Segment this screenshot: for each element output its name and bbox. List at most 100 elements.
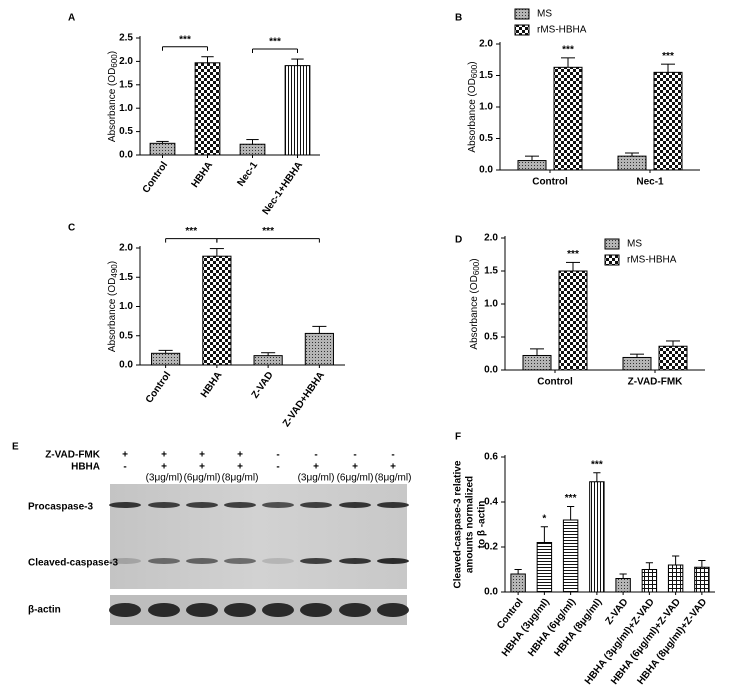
blot-band bbox=[262, 603, 294, 617]
blot-membrane bbox=[110, 484, 407, 589]
treatment-sign: - bbox=[123, 462, 126, 473]
treatment-sign: + bbox=[313, 462, 319, 473]
treatment-sign: + bbox=[122, 450, 128, 461]
legend-label: rMS-HBHA bbox=[627, 255, 677, 266]
row-label: HBHA bbox=[71, 462, 100, 473]
y-axis-label: to β -actin bbox=[477, 501, 488, 549]
y-tick-label: 0.0 bbox=[119, 360, 133, 371]
x-tick-label: Z-VAD bbox=[604, 597, 631, 627]
band-label: Procaspase-3 bbox=[28, 502, 93, 513]
significance: *** bbox=[565, 493, 577, 504]
legend-swatch bbox=[604, 254, 620, 266]
y-axis-label: Absorbance (OD600) bbox=[467, 61, 479, 152]
blot-band bbox=[262, 558, 294, 564]
blot-band bbox=[109, 558, 141, 564]
treatment-sign: + bbox=[199, 450, 205, 461]
y-axis-label-sub: 600 bbox=[110, 54, 119, 68]
legend-label: MS bbox=[627, 239, 642, 250]
bar bbox=[658, 345, 688, 371]
band-label: Cleaved-caspase-3 bbox=[28, 558, 118, 569]
panel-label: A bbox=[68, 13, 75, 24]
bar bbox=[522, 354, 552, 371]
y-axis-label-text: Absorbance (OD bbox=[107, 68, 118, 142]
x-tick-label: Nec-1 bbox=[235, 160, 260, 189]
y-tick-label: 2.0 bbox=[484, 233, 498, 244]
legend-swatch bbox=[514, 24, 530, 36]
y-tick-label: 2.5 bbox=[119, 33, 133, 44]
legend-label: rMS-HBHA bbox=[537, 25, 587, 36]
y-axis-label-end: ) bbox=[467, 61, 478, 64]
y-tick-label: 0.0 bbox=[479, 165, 493, 176]
y-axis-label: Absorbance (OD600) bbox=[469, 258, 481, 349]
treatment-sign: + bbox=[352, 462, 358, 473]
x-tick-label: Control bbox=[141, 160, 171, 196]
bar bbox=[667, 564, 684, 593]
bar bbox=[589, 481, 605, 593]
y-tick-label: 0.5 bbox=[479, 133, 493, 144]
bar bbox=[284, 65, 311, 156]
significance: *** bbox=[185, 226, 197, 237]
blot-band bbox=[186, 558, 218, 564]
y-axis-label-sub: 600 bbox=[470, 64, 479, 78]
blot-band bbox=[224, 502, 256, 508]
bar bbox=[694, 566, 710, 593]
y-tick-label: 0.6 bbox=[484, 452, 498, 463]
y-axis-label-end: ) bbox=[107, 261, 118, 264]
bar bbox=[202, 255, 232, 366]
bar bbox=[239, 143, 266, 156]
blot-band bbox=[300, 603, 332, 617]
treatment-sign: + bbox=[161, 462, 167, 473]
bar bbox=[510, 573, 526, 593]
dose-label: (8μg/ml) bbox=[222, 473, 259, 484]
blot-band bbox=[339, 603, 371, 617]
y-tick-label: 0.5 bbox=[119, 330, 133, 341]
dose-label: (8μg/ml) bbox=[375, 473, 412, 484]
blot-band bbox=[224, 558, 256, 564]
blot-band bbox=[109, 502, 141, 508]
blot-band bbox=[339, 558, 371, 564]
y-tick-label: 0.5 bbox=[119, 126, 133, 137]
dose-label: (6μg/ml) bbox=[184, 473, 221, 484]
y-tick-label: 0.5 bbox=[484, 332, 498, 343]
treatment-sign: - bbox=[391, 450, 394, 461]
y-tick-label: 2.0 bbox=[119, 243, 133, 254]
y-tick-label: 1.0 bbox=[119, 103, 133, 114]
y-tick-label: 1.5 bbox=[119, 79, 133, 90]
y-axis-label: Absorbance (OD600) bbox=[107, 51, 119, 142]
y-tick-label: 0.0 bbox=[119, 150, 133, 161]
x-tick-label: HBHA bbox=[190, 160, 216, 190]
significance: *** bbox=[662, 51, 674, 62]
blot-band bbox=[109, 603, 141, 617]
y-tick-label: 1.5 bbox=[479, 70, 493, 81]
legend-label: MS bbox=[537, 9, 552, 20]
y-axis-label-text: Absorbance (OD bbox=[467, 78, 478, 152]
bar bbox=[558, 270, 588, 371]
y-axis-label-end: ) bbox=[107, 51, 118, 54]
y-axis-label-text: Absorbance (OD bbox=[469, 275, 480, 349]
y-axis-label-sub: 490 bbox=[110, 264, 119, 278]
treatment-sign: + bbox=[390, 462, 396, 473]
blot-band bbox=[339, 502, 371, 508]
x-tick-label: Z-VAD+HBHA bbox=[281, 370, 327, 429]
row-label: Z-VAD-FMK bbox=[45, 450, 101, 461]
panel-label: B bbox=[455, 13, 462, 24]
panel-label: F bbox=[455, 432, 461, 443]
x-tick-label: Nec-1+HBHA bbox=[261, 160, 306, 217]
bar bbox=[622, 356, 652, 371]
bar bbox=[194, 62, 221, 156]
y-tick-label: 2.0 bbox=[119, 56, 133, 67]
blot-band bbox=[148, 558, 180, 564]
panel-label: E bbox=[12, 442, 19, 453]
blot-band bbox=[377, 603, 409, 617]
y-axis-label: Absorbance (OD490) bbox=[107, 261, 119, 352]
x-tick-label: Control bbox=[144, 370, 174, 406]
blot-band bbox=[377, 558, 409, 564]
blot-band bbox=[148, 502, 180, 508]
y-axis-label-sub: 600 bbox=[472, 261, 481, 275]
bar bbox=[617, 155, 647, 171]
legend-swatch bbox=[604, 238, 620, 250]
x-tick-label: HBHA bbox=[199, 370, 225, 400]
treatment-sign: + bbox=[237, 450, 243, 461]
bar bbox=[304, 332, 334, 366]
x-tick-label: HBHA (8μg/ml) bbox=[552, 597, 604, 659]
